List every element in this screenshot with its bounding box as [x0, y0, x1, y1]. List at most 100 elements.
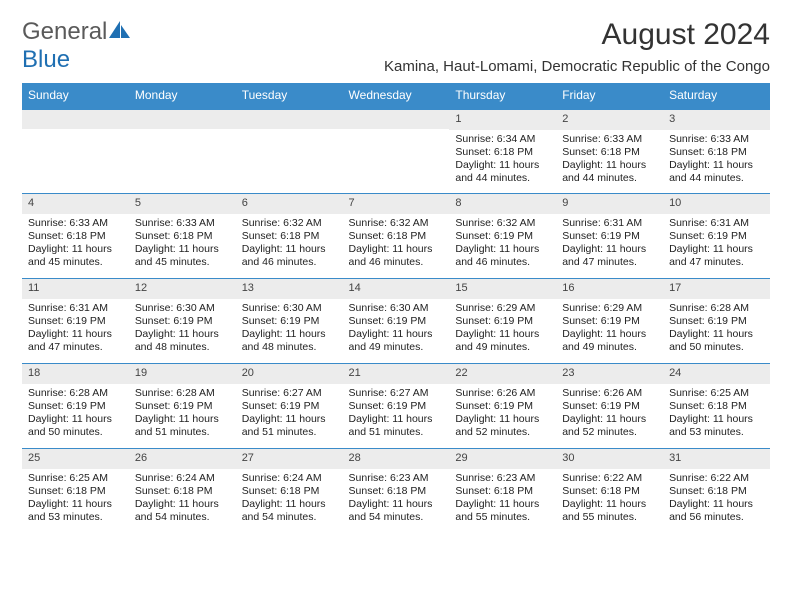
sunset-line: Sunset: 6:18 PM: [669, 400, 764, 413]
daylight-line: Daylight: 11 hours and 51 minutes.: [135, 413, 230, 439]
calendar-cell: 3Sunrise: 6:33 AMSunset: 6:18 PMDaylight…: [663, 108, 770, 193]
day-number: 28: [343, 448, 450, 469]
day-body: Sunrise: 6:26 AMSunset: 6:19 PMDaylight:…: [449, 384, 556, 444]
sunset-line: Sunset: 6:18 PM: [135, 485, 230, 498]
day-body: Sunrise: 6:31 AMSunset: 6:19 PMDaylight:…: [22, 299, 129, 359]
sunset-line: Sunset: 6:18 PM: [28, 230, 123, 243]
day-body: Sunrise: 6:28 AMSunset: 6:19 PMDaylight:…: [129, 384, 236, 444]
sunset-line: Sunset: 6:18 PM: [669, 146, 764, 159]
empty-day-bar: [236, 109, 343, 129]
day-number: 30: [556, 448, 663, 469]
sunrise-line: Sunrise: 6:33 AM: [28, 217, 123, 230]
calendar-cell: [22, 108, 129, 193]
day-body: Sunrise: 6:25 AMSunset: 6:18 PMDaylight:…: [22, 469, 129, 529]
header: General Blue August 2024 Kamina, Haut-Lo…: [22, 18, 770, 75]
daylight-line: Daylight: 11 hours and 48 minutes.: [135, 328, 230, 354]
daylight-line: Daylight: 11 hours and 46 minutes.: [455, 243, 550, 269]
daylight-line: Daylight: 11 hours and 45 minutes.: [135, 243, 230, 269]
day-number: 12: [129, 278, 236, 299]
daylight-line: Daylight: 11 hours and 54 minutes.: [135, 498, 230, 524]
day-number: 3: [663, 109, 770, 130]
day-number: 23: [556, 363, 663, 384]
day-body: Sunrise: 6:34 AMSunset: 6:18 PMDaylight:…: [449, 130, 556, 190]
day-body: Sunrise: 6:33 AMSunset: 6:18 PMDaylight:…: [556, 130, 663, 190]
day-body: Sunrise: 6:33 AMSunset: 6:18 PMDaylight:…: [663, 130, 770, 190]
daylight-line: Daylight: 11 hours and 44 minutes.: [455, 159, 550, 185]
day-number: 10: [663, 193, 770, 214]
day-body: Sunrise: 6:31 AMSunset: 6:19 PMDaylight:…: [556, 214, 663, 274]
day-body: Sunrise: 6:29 AMSunset: 6:19 PMDaylight:…: [556, 299, 663, 359]
sunrise-line: Sunrise: 6:24 AM: [135, 472, 230, 485]
calendar-cell: 24Sunrise: 6:25 AMSunset: 6:18 PMDayligh…: [663, 363, 770, 448]
daylight-line: Daylight: 11 hours and 47 minutes.: [28, 328, 123, 354]
day-number: 8: [449, 193, 556, 214]
calendar-cell: 14Sunrise: 6:30 AMSunset: 6:19 PMDayligh…: [343, 278, 450, 363]
day-body: Sunrise: 6:26 AMSunset: 6:19 PMDaylight:…: [556, 384, 663, 444]
page-title: August 2024: [384, 18, 770, 52]
sunrise-line: Sunrise: 6:34 AM: [455, 133, 550, 146]
daylight-line: Daylight: 11 hours and 45 minutes.: [28, 243, 123, 269]
sunrise-line: Sunrise: 6:33 AM: [669, 133, 764, 146]
calendar-cell: 22Sunrise: 6:26 AMSunset: 6:19 PMDayligh…: [449, 363, 556, 448]
day-body: Sunrise: 6:28 AMSunset: 6:19 PMDaylight:…: [22, 384, 129, 444]
daylight-line: Daylight: 11 hours and 49 minutes.: [562, 328, 657, 354]
calendar-cell: 9Sunrise: 6:31 AMSunset: 6:19 PMDaylight…: [556, 193, 663, 278]
daylight-line: Daylight: 11 hours and 53 minutes.: [669, 413, 764, 439]
weekday-header-row: SundayMondayTuesdayWednesdayThursdayFrid…: [22, 83, 770, 108]
sunrise-line: Sunrise: 6:27 AM: [349, 387, 444, 400]
calendar-cell: 2Sunrise: 6:33 AMSunset: 6:18 PMDaylight…: [556, 108, 663, 193]
day-body: Sunrise: 6:23 AMSunset: 6:18 PMDaylight:…: [343, 469, 450, 529]
day-body: Sunrise: 6:29 AMSunset: 6:19 PMDaylight:…: [449, 299, 556, 359]
daylight-line: Daylight: 11 hours and 52 minutes.: [562, 413, 657, 439]
day-number: 29: [449, 448, 556, 469]
calendar-cell: 30Sunrise: 6:22 AMSunset: 6:18 PMDayligh…: [556, 448, 663, 533]
day-number: 5: [129, 193, 236, 214]
daylight-line: Daylight: 11 hours and 49 minutes.: [455, 328, 550, 354]
daylight-line: Daylight: 11 hours and 46 minutes.: [242, 243, 337, 269]
day-number: 7: [343, 193, 450, 214]
daylight-line: Daylight: 11 hours and 51 minutes.: [242, 413, 337, 439]
sunrise-line: Sunrise: 6:24 AM: [242, 472, 337, 485]
sunrise-line: Sunrise: 6:26 AM: [455, 387, 550, 400]
day-number: 20: [236, 363, 343, 384]
sunrise-line: Sunrise: 6:31 AM: [28, 302, 123, 315]
daylight-line: Daylight: 11 hours and 44 minutes.: [669, 159, 764, 185]
calendar-cell: 6Sunrise: 6:32 AMSunset: 6:18 PMDaylight…: [236, 193, 343, 278]
sunset-line: Sunset: 6:18 PM: [669, 485, 764, 498]
daylight-line: Daylight: 11 hours and 46 minutes.: [349, 243, 444, 269]
calendar-cell: 10Sunrise: 6:31 AMSunset: 6:19 PMDayligh…: [663, 193, 770, 278]
daylight-line: Daylight: 11 hours and 53 minutes.: [28, 498, 123, 524]
calendar-cell: 12Sunrise: 6:30 AMSunset: 6:19 PMDayligh…: [129, 278, 236, 363]
sunrise-line: Sunrise: 6:31 AM: [562, 217, 657, 230]
weekday-header: Sunday: [22, 83, 129, 108]
calendar-cell: 20Sunrise: 6:27 AMSunset: 6:19 PMDayligh…: [236, 363, 343, 448]
sunrise-line: Sunrise: 6:23 AM: [349, 472, 444, 485]
day-number: 19: [129, 363, 236, 384]
sunset-line: Sunset: 6:19 PM: [135, 400, 230, 413]
daylight-line: Daylight: 11 hours and 49 minutes.: [349, 328, 444, 354]
calendar-cell: 17Sunrise: 6:28 AMSunset: 6:19 PMDayligh…: [663, 278, 770, 363]
day-body: Sunrise: 6:23 AMSunset: 6:18 PMDaylight:…: [449, 469, 556, 529]
title-block: August 2024 Kamina, Haut-Lomami, Democra…: [384, 18, 770, 75]
calendar-page: General Blue August 2024 Kamina, Haut-Lo…: [0, 0, 792, 543]
day-number: 6: [236, 193, 343, 214]
calendar-week-row: 18Sunrise: 6:28 AMSunset: 6:19 PMDayligh…: [22, 363, 770, 448]
calendar-cell: 7Sunrise: 6:32 AMSunset: 6:18 PMDaylight…: [343, 193, 450, 278]
day-number: 13: [236, 278, 343, 299]
sunrise-line: Sunrise: 6:33 AM: [562, 133, 657, 146]
sunrise-line: Sunrise: 6:27 AM: [242, 387, 337, 400]
sunset-line: Sunset: 6:19 PM: [455, 400, 550, 413]
day-number: 18: [22, 363, 129, 384]
sunset-line: Sunset: 6:18 PM: [28, 485, 123, 498]
day-body: Sunrise: 6:33 AMSunset: 6:18 PMDaylight:…: [129, 214, 236, 274]
sunset-line: Sunset: 6:19 PM: [562, 315, 657, 328]
day-number: 26: [129, 448, 236, 469]
daylight-line: Daylight: 11 hours and 54 minutes.: [349, 498, 444, 524]
calendar-week-row: 4Sunrise: 6:33 AMSunset: 6:18 PMDaylight…: [22, 193, 770, 278]
calendar-cell: 27Sunrise: 6:24 AMSunset: 6:18 PMDayligh…: [236, 448, 343, 533]
daylight-line: Daylight: 11 hours and 54 minutes.: [242, 498, 337, 524]
sunrise-line: Sunrise: 6:22 AM: [669, 472, 764, 485]
day-body: Sunrise: 6:22 AMSunset: 6:18 PMDaylight:…: [663, 469, 770, 529]
calendar-cell: 28Sunrise: 6:23 AMSunset: 6:18 PMDayligh…: [343, 448, 450, 533]
sunrise-line: Sunrise: 6:28 AM: [669, 302, 764, 315]
